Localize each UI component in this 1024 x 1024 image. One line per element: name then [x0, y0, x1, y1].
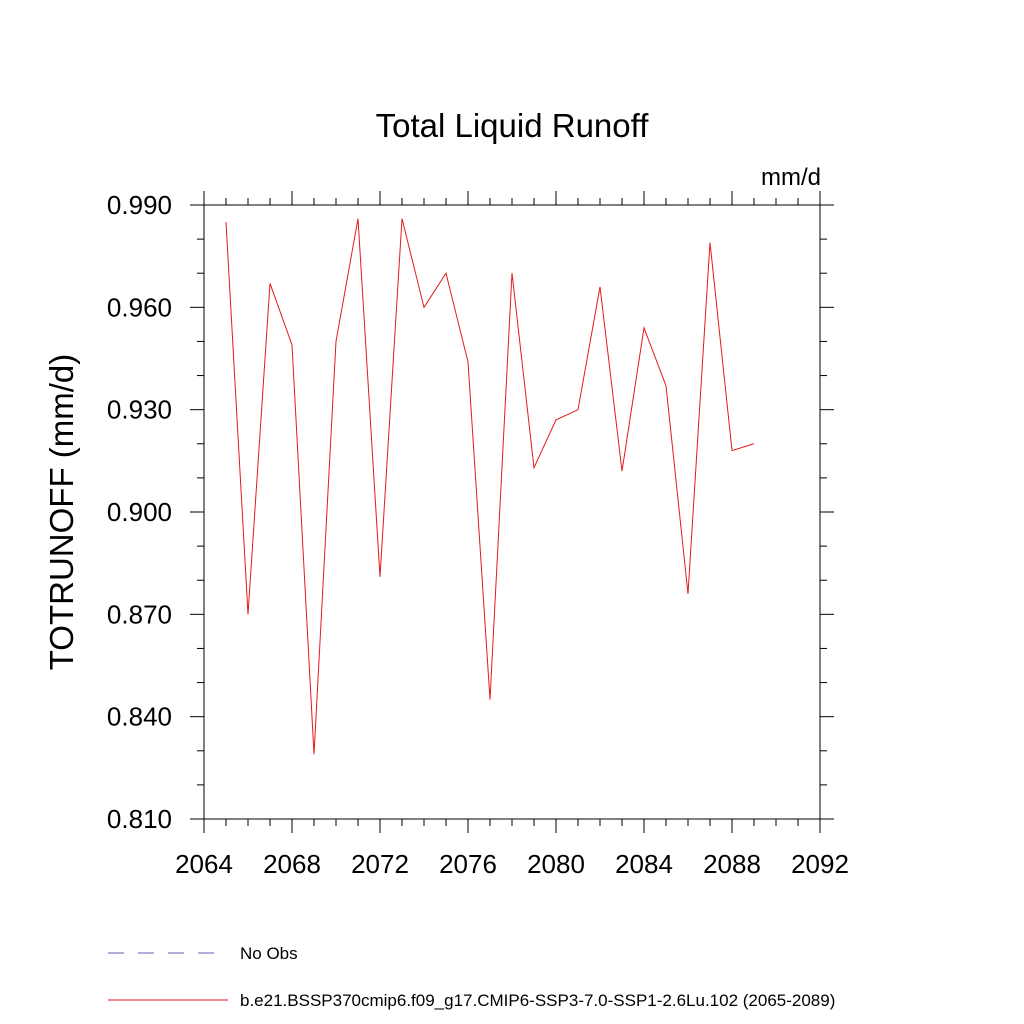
plot-frame: [203, 204, 821, 820]
y-tick-label: 0.840: [107, 702, 172, 732]
x-tick-label: 2084: [615, 849, 673, 879]
series-layer: [225, 218, 755, 755]
series-line: [225, 218, 755, 755]
x-tick-label: 2092: [791, 849, 849, 879]
x-tick-label: 2076: [439, 849, 497, 879]
y-tick-label: 0.870: [107, 599, 172, 629]
y-tick-label: 0.810: [107, 804, 172, 834]
x-tick-label: 2068: [263, 849, 321, 879]
chart-title: Total Liquid Runoff: [376, 107, 650, 144]
legend-label-no-obs: No Obs: [240, 944, 298, 963]
axis-tick-labels: 2064 2068 2072 2076 2080 2084 2088 2092 0.810 0.8…: [107, 190, 849, 879]
y-axis-label: TOTRUNOFF (mm/d): [43, 354, 80, 671]
legend-label-model-run: b.e21.BSSP370cmip6.f09_g17.CMIP6-SSP3-7.…: [240, 991, 835, 1010]
legend: No Obs b.e21.BSSP370cmip6.f09_g17.CMIP6-…: [108, 944, 835, 1010]
x-tick-label: 2088: [703, 849, 761, 879]
y-tick-label: 0.990: [107, 190, 172, 220]
x-tick-label: 2072: [351, 849, 409, 879]
x-tick-label: 2080: [527, 849, 585, 879]
x-tick-label: 2064: [175, 849, 233, 879]
axis-ticks: [190, 191, 834, 833]
units-label: mm/d: [761, 164, 821, 191]
y-tick-label: 0.900: [107, 497, 172, 527]
y-tick-label: 0.930: [107, 395, 172, 425]
y-tick-label: 0.960: [107, 292, 172, 322]
